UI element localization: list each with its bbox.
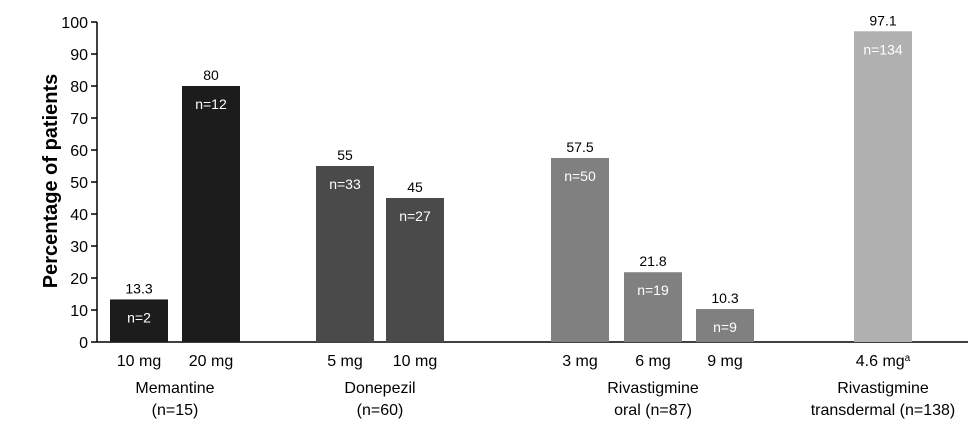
y-tick-label: 30 [70,239,88,256]
group-label-line2: (n=15) [152,402,199,419]
bar-value-label: 45 [407,179,423,195]
dose-superscript: a [905,353,911,364]
bar-n-label: n=9 [713,319,737,335]
x-axis: 10 mg 20 mg 5 mg 10 mg 3 mg 6 mg 9 mg 4.6 mga [97,341,968,371]
dose-label: 9 mg [707,353,743,370]
y-tick-label: 90 [70,47,88,64]
y-tick-label: 0 [79,335,88,352]
y-tick-label: 70 [70,111,88,128]
dose-label: 3 mg [562,353,598,370]
bar-n-label: n=134 [863,41,903,57]
dose-label: 10 mg [117,353,161,370]
y-axis: 0 10 20 30 40 50 60 70 80 90 100 [61,15,98,352]
group-label-line1: Rivastigmine [837,380,929,397]
bar [110,299,168,342]
bar [854,31,912,343]
y-tick-label: 10 [70,303,88,320]
bar-labels: 13.3 n=2 80 n=12 55 n=33 45 n=27 57.5 n=50 21.8 n=1… [125,12,902,335]
group-label-line2: oral (n=87) [614,402,692,419]
group-label-line2: (n=60) [357,402,404,419]
bar-n-label: n=27 [399,208,431,224]
y-tick-label: 80 [70,79,88,96]
group-label-line1: Rivastigmine [607,380,699,397]
bar-value-label: 13.3 [125,280,152,296]
bar [696,309,754,342]
dose-label: 5 mg [327,353,363,370]
bar-value-label: 57.5 [566,139,593,155]
dose-label: 20 mg [189,353,233,370]
group-label-line2: transdermal (n=138) [811,402,956,419]
y-tick-label: 50 [70,175,88,192]
bar-value-label: 55 [337,147,353,163]
y-tick-label: 60 [70,143,88,160]
bar [386,198,444,342]
bar-value-label: 21.8 [639,253,666,269]
bar-value-label: 97.1 [869,12,896,28]
y-tick-label: 20 [70,271,88,288]
dose-label: 6 mg [635,353,671,370]
bar-n-label: n=12 [195,96,227,112]
group-label-line1: Donepezil [344,380,415,397]
bars [110,31,912,343]
group-labels: Memantine (n=15) Donepezil (n=60) Rivastigmi… [135,380,955,419]
bar [316,166,374,342]
y-tick-label: 40 [70,207,88,224]
bar-value-label: 10.3 [711,290,738,306]
bar-value-label: 80 [203,67,219,83]
bar [624,272,682,342]
group-label-line1: Memantine [135,380,214,397]
y-axis-title: Percentage of patients [40,74,62,289]
bar [182,86,240,342]
bar-n-label: n=50 [564,168,596,184]
y-tick-label: 100 [61,15,88,32]
bar-n-label: n=2 [127,309,151,325]
bar-n-label: n=33 [329,176,361,192]
dose-label: 10 mg [393,353,437,370]
bar [551,158,609,342]
bar-n-label: n=19 [637,282,669,298]
dose-label: 4.6 mga [856,353,911,371]
